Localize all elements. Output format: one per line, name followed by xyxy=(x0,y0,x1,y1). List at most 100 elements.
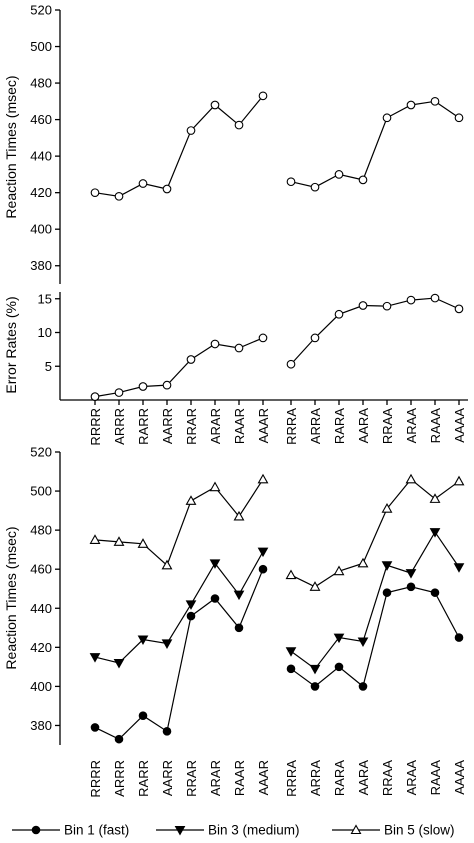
category-label-rraa: RRAA xyxy=(380,408,395,444)
series-point-raaa xyxy=(430,293,440,303)
y-tick-label: 460 xyxy=(30,112,52,127)
bin-3-medium-point-raaa xyxy=(429,528,441,538)
y-tick-label: 380 xyxy=(30,258,52,273)
bin-1-fast-point-aaaa xyxy=(454,633,464,642)
series-point-rrrr xyxy=(90,188,100,198)
y-tick-label: 500 xyxy=(30,484,52,499)
y-tick-label: 10 xyxy=(38,325,52,340)
category-labels-bottom: RRRR ARRR RARR AARR RRAR ARAR RAAR AAAR RRRA ARRA… xyxy=(88,760,467,798)
legend-label-bin-3-medium: Bin 3 (medium) xyxy=(208,823,300,838)
category-label-arar: ARAR xyxy=(208,760,223,796)
category-label-araa: ARAA xyxy=(404,408,419,444)
series-point-rrra xyxy=(286,359,296,369)
bin-5-slow-point-rrrr xyxy=(89,534,101,544)
bin-5-slow-point-raar xyxy=(233,510,245,521)
series-point-rrar xyxy=(186,126,196,135)
category-label-rarr: RARR xyxy=(136,760,151,797)
legend-label-bin-1-fast: Bin 1 (fast) xyxy=(64,823,129,838)
category-label-aaaa: AAAA xyxy=(452,408,467,443)
bin-5-slow-point-arrr xyxy=(113,536,125,546)
series-point-arar xyxy=(210,100,220,110)
bin-5-slow-point-rara xyxy=(333,565,345,576)
category-label-rrar: RRAR xyxy=(184,760,199,797)
series-point-aara xyxy=(358,301,368,310)
category-label-rrra: RRRA xyxy=(284,760,299,797)
y-tick-label: 400 xyxy=(30,679,52,694)
series-point-aaar xyxy=(258,91,268,101)
series-point-rrra xyxy=(286,177,296,187)
series-point-arar xyxy=(210,339,220,349)
bin-1-fast-point-rraa xyxy=(382,588,392,597)
y-axis-label: Reaction Times (msec) xyxy=(3,526,19,669)
bin-3-medium-line-right xyxy=(290,530,460,670)
bin-3-medium-point-aarr xyxy=(161,639,173,649)
series-point-araa xyxy=(406,295,416,305)
y-axis-label: Error Rates (%) xyxy=(3,296,19,393)
bin-3-medium-point-aara xyxy=(357,637,369,647)
y-tick-label: 480 xyxy=(30,523,52,538)
category-label-aarr: AARR xyxy=(160,760,175,796)
category-label-aarr: AARR xyxy=(160,408,175,444)
category-label-aaar: AAAR xyxy=(256,408,271,443)
category-label-rara: RARA xyxy=(332,760,347,796)
category-label-arrr: ARRR xyxy=(112,760,127,797)
bin-3-medium-point-arrr xyxy=(113,658,125,669)
bin-3-medium-point-rrrr xyxy=(89,653,101,663)
category-label-raar: RAAR xyxy=(232,408,247,444)
category-label-rraa: RRAA xyxy=(380,760,395,796)
category-label-rrrr: RRRR xyxy=(88,408,103,446)
series-line-right xyxy=(290,297,460,365)
series-point-rarr xyxy=(138,179,148,188)
category-label-arar: ARAR xyxy=(208,408,223,444)
series-point-rraa xyxy=(382,301,392,311)
bin-3-medium-point-rrra xyxy=(285,647,297,657)
category-label-arrr: ARRR xyxy=(112,408,127,445)
bin-1-fast-point-arar xyxy=(210,594,220,603)
y-tick-label: 15 xyxy=(38,291,52,306)
series-point-arra xyxy=(310,182,320,192)
bin-3-medium-point-rarr xyxy=(137,635,149,646)
y-tick-label: 380 xyxy=(30,718,52,733)
legend-marker-bin-5-slow xyxy=(350,824,362,835)
bin-5-slow-point-rrra xyxy=(285,569,297,580)
y-tick-label: 420 xyxy=(30,185,52,200)
category-label-rrar: RRAR xyxy=(184,408,199,445)
y-tick-label: 520 xyxy=(30,3,52,18)
category-label-raaa: RAAA xyxy=(428,408,443,444)
bin-3-medium-point-aaaa xyxy=(453,563,465,573)
series-point-aara xyxy=(358,175,368,185)
bin-5-slow-point-aaaa xyxy=(453,475,465,486)
category-label-rrra: RRRA xyxy=(284,408,299,445)
y-axis-label: Reaction Times (msec) xyxy=(3,75,19,218)
bin-5-slow-line-left xyxy=(94,479,264,567)
bin-1-fast-point-rrrr xyxy=(90,723,100,732)
bin-5-slow-line-right xyxy=(290,478,460,588)
legend-marker-bin-1-fast xyxy=(31,825,41,835)
legend-marker-bin-3-medium xyxy=(174,826,186,836)
bin-1-fast-point-araa xyxy=(406,582,416,592)
bin-3-medium-point-rrar xyxy=(185,600,197,610)
series-point-aaaa xyxy=(454,304,464,314)
series-point-rara xyxy=(334,309,344,319)
category-label-rrrr: RRRR xyxy=(88,760,103,798)
bin-1-fast-point-aara xyxy=(358,682,368,691)
y-tick-label: 440 xyxy=(30,601,52,616)
bin-5-slow-point-arra xyxy=(309,581,321,591)
bin-3-medium-point-rara xyxy=(333,633,345,644)
category-label-arra: ARRA xyxy=(308,760,323,796)
y-tick-label: 520 xyxy=(30,445,52,460)
series-point-arra xyxy=(310,333,320,343)
series-point-rara xyxy=(334,170,344,179)
category-label-araa: ARAA xyxy=(404,760,419,796)
y-tick-label: 400 xyxy=(30,222,52,237)
bin-1-fast-point-arra xyxy=(310,682,320,691)
bin-3-medium-point-raar xyxy=(233,590,245,601)
series-point-aaar xyxy=(258,333,268,343)
bin-5-slow-point-rrar xyxy=(185,495,197,505)
series-point-rrar xyxy=(186,355,196,364)
bin-1-fast-point-rrar xyxy=(186,611,196,621)
bin-5-slow-point-rraa xyxy=(381,503,393,513)
series-line-right xyxy=(290,100,460,188)
y-tick-label: 460 xyxy=(30,562,52,577)
